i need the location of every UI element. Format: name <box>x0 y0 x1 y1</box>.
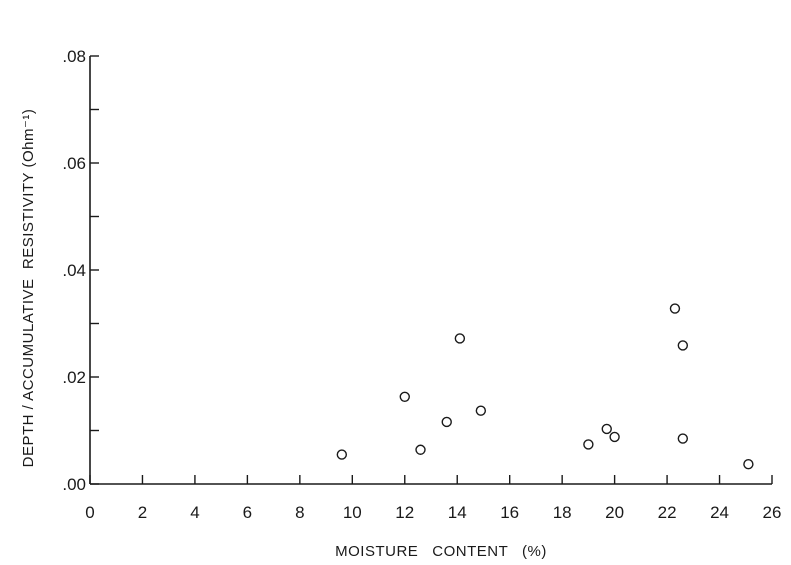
x-tick-label: 10 <box>343 503 362 522</box>
data-point <box>743 459 754 470</box>
x-tick-label: 14 <box>448 503 467 522</box>
x-tick-label: 18 <box>553 503 572 522</box>
x-tick-label: 2 <box>138 503 147 522</box>
x-axis-label: MOISTURE CONTENT (%) <box>335 543 547 560</box>
data-point <box>441 416 452 428</box>
data-point <box>669 303 681 314</box>
x-ticks: 0 2 4 6 8 10 12 14 16 18 20 22 24 26 <box>85 475 781 522</box>
data-point <box>583 439 594 450</box>
x-tick-label: 12 <box>395 503 414 522</box>
x-tick-label: 26 <box>763 503 782 522</box>
y-tick-label: .02 <box>62 368 86 387</box>
y-tick-label: .04 <box>62 261 86 280</box>
x-tick-label: 16 <box>500 503 519 522</box>
x-tick-label: 20 <box>605 503 624 522</box>
x-tick-label: 4 <box>190 503 199 522</box>
data-point <box>677 340 689 351</box>
y-tick-label: .08 <box>62 47 86 66</box>
data-point <box>415 444 426 455</box>
y-axis-label: DEPTH / ACCUMULATIVE RESISTIVITY (Ohm⁻¹) <box>20 109 37 468</box>
data-point <box>609 431 620 443</box>
y-ticks: .00 .02 .04 .06 .08 <box>62 47 99 494</box>
x-tick-label: 24 <box>710 503 729 522</box>
x-tick-label: 6 <box>243 503 252 522</box>
x-tick-label: 0 <box>85 503 94 522</box>
data-point <box>475 405 487 416</box>
y-tick-label: .06 <box>62 154 86 173</box>
axes <box>89 56 772 485</box>
data-point <box>336 449 348 460</box>
data-point <box>601 423 612 435</box>
x-tick-label: 8 <box>295 503 304 522</box>
x-tick-label: 22 <box>658 503 677 522</box>
data-point <box>399 391 410 402</box>
data-point <box>454 333 466 344</box>
y-tick-label: .00 <box>62 475 86 494</box>
data-points <box>336 303 754 470</box>
data-point <box>677 433 689 444</box>
